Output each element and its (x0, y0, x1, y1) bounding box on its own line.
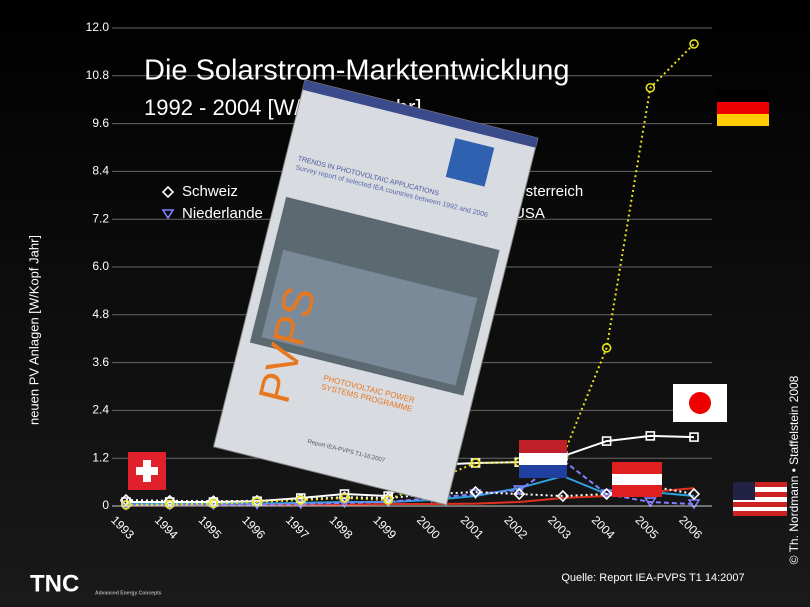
marker (601, 436, 612, 446)
legend-label: Österreich (514, 182, 583, 200)
marker (687, 487, 701, 501)
source: Quelle: Report IEA-PVPS T1 14:2007 (561, 572, 744, 584)
logo: TNC (30, 570, 79, 597)
y-tick-label: 1.2 (92, 450, 109, 464)
marker (469, 485, 482, 499)
marker (643, 497, 657, 508)
y-tick-label: 3.6 (92, 355, 109, 369)
marker (512, 485, 526, 496)
marker (164, 499, 175, 510)
legend-label: Schweiz (182, 183, 238, 200)
marker (645, 431, 656, 441)
marker (339, 489, 350, 499)
marker (470, 458, 481, 468)
marker (121, 500, 131, 510)
flag-de (717, 90, 769, 126)
flag-jp (673, 384, 727, 422)
marker (383, 495, 393, 505)
report-cover: TRENDS IN PHOTOVOLTAIC APPLICATIONS Surv… (212, 79, 539, 506)
flag-at (612, 462, 662, 497)
legend-label: USA (514, 205, 545, 222)
legend-item: Schweiz (161, 183, 238, 200)
marker (208, 498, 219, 509)
marker (689, 432, 699, 442)
marker (600, 487, 613, 501)
flag-ch (128, 452, 166, 490)
legend-label: Niederlande (182, 205, 263, 222)
y-tick-label: 8.4 (92, 164, 109, 178)
y-tick-label: 7.2 (92, 211, 109, 225)
copyright: © Th. Nordmann • Staffelstein 2008 (787, 375, 801, 564)
flag-us (733, 482, 787, 516)
flag-nl (519, 440, 567, 478)
marker (381, 497, 395, 508)
y-tick-label: 2.4 (92, 403, 109, 417)
marker (556, 489, 570, 503)
marker (383, 491, 393, 501)
series-line (126, 458, 695, 507)
y-tick-label: 9.6 (92, 116, 109, 130)
y-tick-label: 4.8 (92, 307, 109, 321)
marker (161, 185, 175, 199)
y-tick-label: 0 (102, 498, 109, 512)
title: Die Solarstrom-Marktentwicklung (144, 55, 569, 87)
marker (645, 82, 656, 93)
y-axis-label: neuen PV Anlagen [W/Kopf Jahr] (26, 235, 41, 425)
marker (601, 343, 612, 353)
logo-tagline: Advanced Energy Concepts (95, 590, 162, 596)
marker (513, 487, 526, 501)
y-tick-label: 12.0 (86, 20, 110, 34)
marker (339, 493, 350, 503)
series-line (126, 487, 695, 507)
marker (295, 495, 306, 505)
marker (689, 39, 699, 49)
marker (161, 209, 175, 220)
y-tick-label: 6.0 (92, 259, 109, 273)
legend-item: Niederlande (161, 205, 263, 222)
y-tick-label: 10.8 (86, 68, 110, 82)
